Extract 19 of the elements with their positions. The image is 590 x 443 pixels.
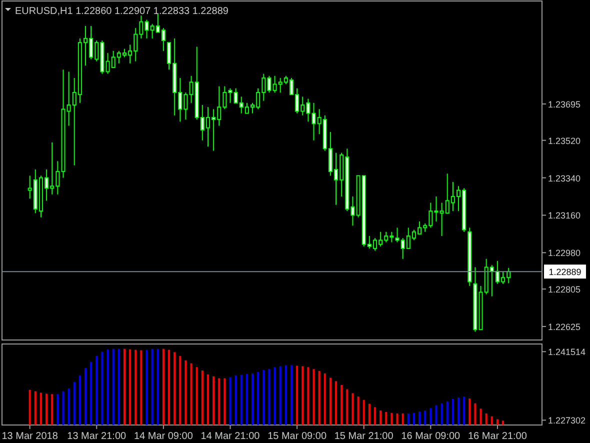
y-tick-label: 1.227302 xyxy=(548,416,586,426)
x-tick-label: 16 Mar 09:00 xyxy=(401,431,461,442)
x-tick-label: 15 Mar 21:00 xyxy=(334,431,394,442)
x-tick-label: 16 Mar 21:00 xyxy=(468,431,528,442)
x-tick-label: 14 Mar 21:00 xyxy=(200,431,260,442)
x-tick-label: 13 Mar 2018 xyxy=(2,431,58,442)
y-tick-label: 1.23695 xyxy=(548,99,581,110)
y-tick-label: 1.23340 xyxy=(548,173,581,184)
y-tick-label: 1.22805 xyxy=(548,284,581,295)
y-tick-label: 1.22625 xyxy=(548,322,581,332)
x-tick-label: 13 Mar 21:00 xyxy=(67,431,127,442)
text: EURUSD,H1 1.22860 1.22907 1.22833 1.22889 xyxy=(15,6,229,17)
ref-line-label: 1.22889 xyxy=(548,267,582,278)
y-tick-label: 1.23160 xyxy=(548,210,581,221)
y-tick-label: 1.241514 xyxy=(548,347,586,358)
y-tick-label: 1.22980 xyxy=(548,248,581,258)
y-tick-label: 1.23520 xyxy=(548,136,581,146)
x-tick-label: 15 Mar 09:00 xyxy=(268,431,327,442)
x-tick-label: 14 Mar 09:00 xyxy=(134,431,194,442)
